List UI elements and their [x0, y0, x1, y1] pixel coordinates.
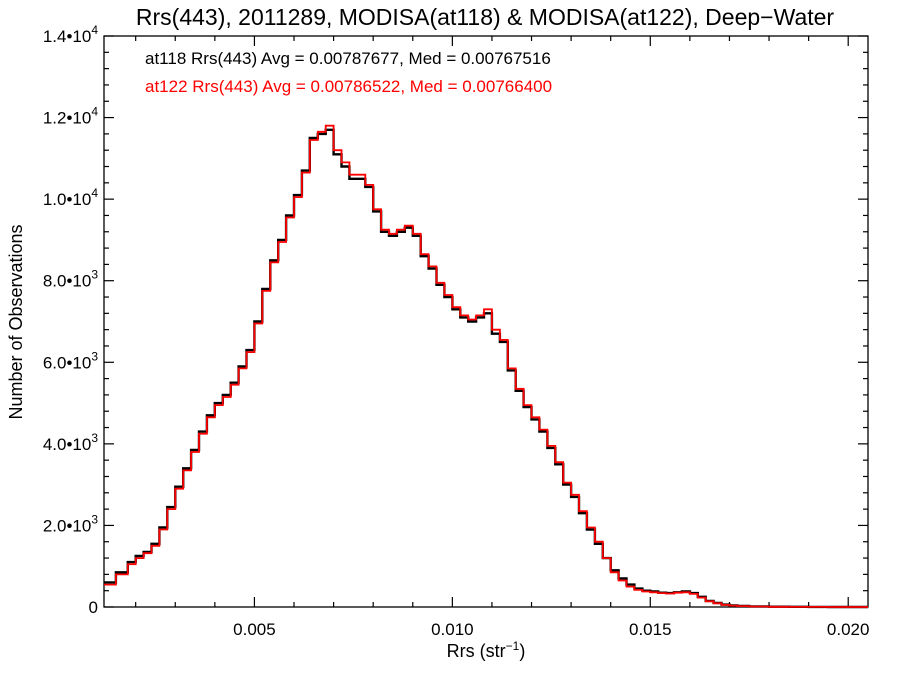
y-tick-label: 1.0•104	[43, 186, 99, 209]
y-tick-label-sup: 3	[91, 512, 98, 526]
y-tick-label-main: 6.0•10	[43, 353, 92, 372]
y-tick-label-sup: 3	[91, 431, 98, 445]
y-tick-label-sup: 4	[91, 105, 98, 119]
y-tick-label: 2.0•103	[43, 512, 99, 535]
y-tick-label-main: 1.2•10	[43, 109, 92, 128]
x-axis-label-end: )	[519, 641, 525, 661]
y-tick-label: 8.0•103	[43, 268, 99, 291]
y-tick-label: 6.0•103	[43, 349, 99, 372]
x-axis-label-main: Rrs (str	[447, 641, 506, 661]
x-tick-label: 0.020	[827, 620, 870, 639]
y-tick-label: 1.2•104	[43, 105, 99, 128]
y-tick-label-main: 4.0•10	[43, 435, 92, 454]
series-layer	[104, 124, 868, 609]
y-tick-label-main: 1.4•10	[43, 27, 92, 46]
y-axis-label: Number of Observations	[6, 224, 26, 419]
y-tick-label-sup: 3	[91, 268, 98, 282]
chart-title: Rrs(443), 2011289, MODISA(at118) & MODIS…	[136, 4, 835, 30]
y-tick-label-sup: 4	[91, 186, 98, 200]
x-tick-label: 0.015	[629, 620, 672, 639]
axis-ticks: 0.005 0.010 0.015 0.02002.0•1034.0•1036.0•1…	[43, 23, 870, 639]
x-axis-label: Rrs (str−1)	[447, 639, 526, 661]
annotation-at122: at122 Rrs(443) Avg = 0.00786522, Med = 0…	[145, 77, 552, 96]
y-tick-label-sup: 3	[91, 349, 98, 363]
y-tick-label: 4.0•103	[43, 431, 99, 454]
x-tick-label: 0.010	[431, 620, 474, 639]
y-tick-label-sup: 4	[91, 23, 98, 37]
plot-frame	[103, 35, 869, 608]
y-tick-label-main: 0	[89, 598, 98, 617]
x-tick-label: 0.005	[233, 620, 276, 639]
y-tick-label: 0	[89, 598, 98, 617]
y-tick-label-main: 2.0•10	[43, 516, 92, 535]
series-line-at118	[104, 128, 868, 609]
annotation-at118: at118 Rrs(443) Avg = 0.00787677, Med = 0…	[145, 49, 551, 68]
y-tick-label: 1.4•104	[43, 23, 99, 46]
y-tick-label-main: 1.0•10	[43, 190, 92, 209]
y-tick-label-main: 8.0•10	[43, 272, 92, 291]
series-line-at122	[104, 124, 868, 608]
x-axis-label-sup: −1	[506, 639, 520, 653]
